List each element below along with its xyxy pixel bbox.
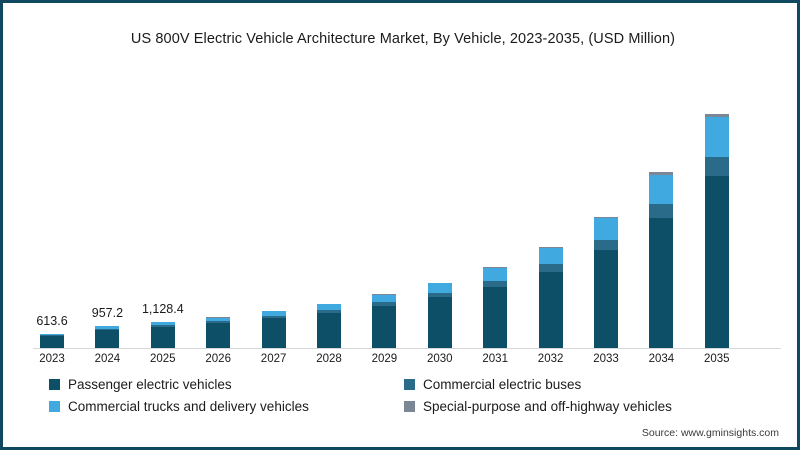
bar-segment: [427, 282, 452, 284]
chart-legend: Passenger electric vehicles Commercial e…: [49, 377, 759, 421]
bar-segment: [150, 322, 175, 326]
bar-segment: [150, 325, 175, 327]
bar-segment: [594, 218, 618, 240]
bar-segment: [206, 321, 231, 324]
bar-segment: [95, 329, 120, 348]
bar-2028[interactable]: [317, 303, 341, 348]
bar-2027[interactable]: [261, 311, 286, 348]
bar-segment: [372, 305, 397, 348]
bar-2026[interactable]: [206, 317, 231, 348]
legend-swatch-icon: [404, 401, 415, 412]
bar-segment: [95, 328, 120, 330]
bar-segment: [427, 292, 452, 298]
bar-segment: [427, 283, 452, 293]
x-tick-2034: 2034: [648, 353, 675, 365]
x-tick-2031: 2031: [482, 353, 508, 365]
legend-label: Special-purpose and off-highway vehicles: [423, 399, 672, 414]
bar-2030[interactable]: [427, 282, 452, 348]
x-tick-2027: 2027: [260, 353, 287, 365]
bar-segment: [538, 264, 563, 272]
bar-segment: [704, 175, 729, 348]
x-tick-2032: 2032: [537, 353, 564, 365]
x-tick-2035: 2035: [704, 353, 730, 365]
legend-swatch-icon: [49, 401, 60, 412]
bar-segment: [704, 116, 729, 157]
bar-segment: [483, 286, 508, 348]
bar-segment: [206, 317, 231, 322]
bar-segment: [317, 312, 341, 348]
legend-swatch-icon: [404, 379, 415, 390]
x-tick-2025: 2025: [150, 353, 176, 365]
bar-2032[interactable]: [538, 246, 563, 348]
bar-segment: [261, 318, 286, 348]
bar-segment: [649, 218, 674, 348]
bar-segment: [594, 239, 618, 251]
bar-segment: [538, 272, 563, 348]
bar-segment: [150, 326, 175, 348]
bar-segment: [649, 172, 674, 175]
data-label-2025: 1,128.4: [141, 302, 184, 317]
bar-2031[interactable]: [483, 267, 508, 348]
bar-segment: [483, 280, 508, 287]
legend-item-passenger[interactable]: Passenger electric vehicles: [49, 377, 404, 392]
bar-segment: [538, 246, 563, 249]
bar-segment: [95, 326, 120, 329]
source-attribution: Source: www.gminsights.com: [641, 427, 779, 439]
bar-segment: [317, 309, 341, 313]
legend-item-special[interactable]: Special-purpose and off-highway vehicles: [404, 399, 759, 414]
legend-label: Passenger electric vehicles: [68, 377, 232, 392]
bar-2029[interactable]: [372, 294, 397, 348]
bar-2025[interactable]: [150, 322, 175, 348]
x-tick-2023: 2023: [39, 353, 65, 365]
legend-item-buses[interactable]: Commercial electric buses: [404, 377, 759, 392]
legend-label: Commercial trucks and delivery vehicles: [68, 399, 309, 414]
bar-segment: [704, 156, 729, 176]
bar-segment: [704, 114, 729, 117]
legend-item-trucks[interactable]: Commercial trucks and delivery vehicles: [49, 399, 404, 414]
bar-segment: [261, 315, 286, 319]
bar-segment: [40, 335, 64, 337]
bar-2024[interactable]: [95, 326, 120, 348]
bar-2023[interactable]: [40, 333, 64, 348]
x-tick-2026: 2026: [205, 353, 231, 365]
bar-segment: [427, 297, 452, 348]
x-tick-2024: 2024: [94, 353, 121, 365]
legend-row: Commercial trucks and delivery vehicles …: [49, 399, 759, 414]
bar-segment: [594, 250, 618, 348]
bar-segment: [538, 248, 563, 265]
bar-segment: [594, 216, 618, 219]
bar-segment: [372, 302, 397, 306]
bar-segment: [317, 304, 341, 310]
legend-swatch-icon: [49, 379, 60, 390]
chart-title: US 800V Electric Vehicle Architecture Ma…: [130, 31, 676, 47]
bar-segment: [261, 311, 286, 316]
data-label-2024: 957.2: [91, 306, 124, 321]
bar-segment: [483, 268, 508, 281]
bar-segment: [649, 203, 674, 218]
bar-segment: [483, 267, 508, 269]
bar-2035[interactable]: [704, 114, 729, 348]
x-tick-2029: 2029: [371, 353, 398, 365]
bar-segment: [40, 334, 64, 336]
bar-2034[interactable]: [649, 172, 674, 348]
bar-segment: [40, 336, 64, 348]
legend-row: Passenger electric vehicles Commercial e…: [49, 377, 759, 392]
data-label-2023: 613.6: [36, 313, 68, 328]
bar-segment: [372, 294, 397, 303]
bar-segment: [206, 323, 231, 348]
x-axis-line: [33, 348, 781, 349]
x-tick-2028: 2028: [316, 353, 342, 365]
x-tick-2033: 2033: [593, 353, 619, 365]
legend-label: Commercial electric buses: [423, 377, 582, 392]
bar-2033[interactable]: [594, 216, 618, 348]
bar-segment: [649, 174, 674, 204]
x-tick-2030: 2030: [427, 353, 453, 365]
